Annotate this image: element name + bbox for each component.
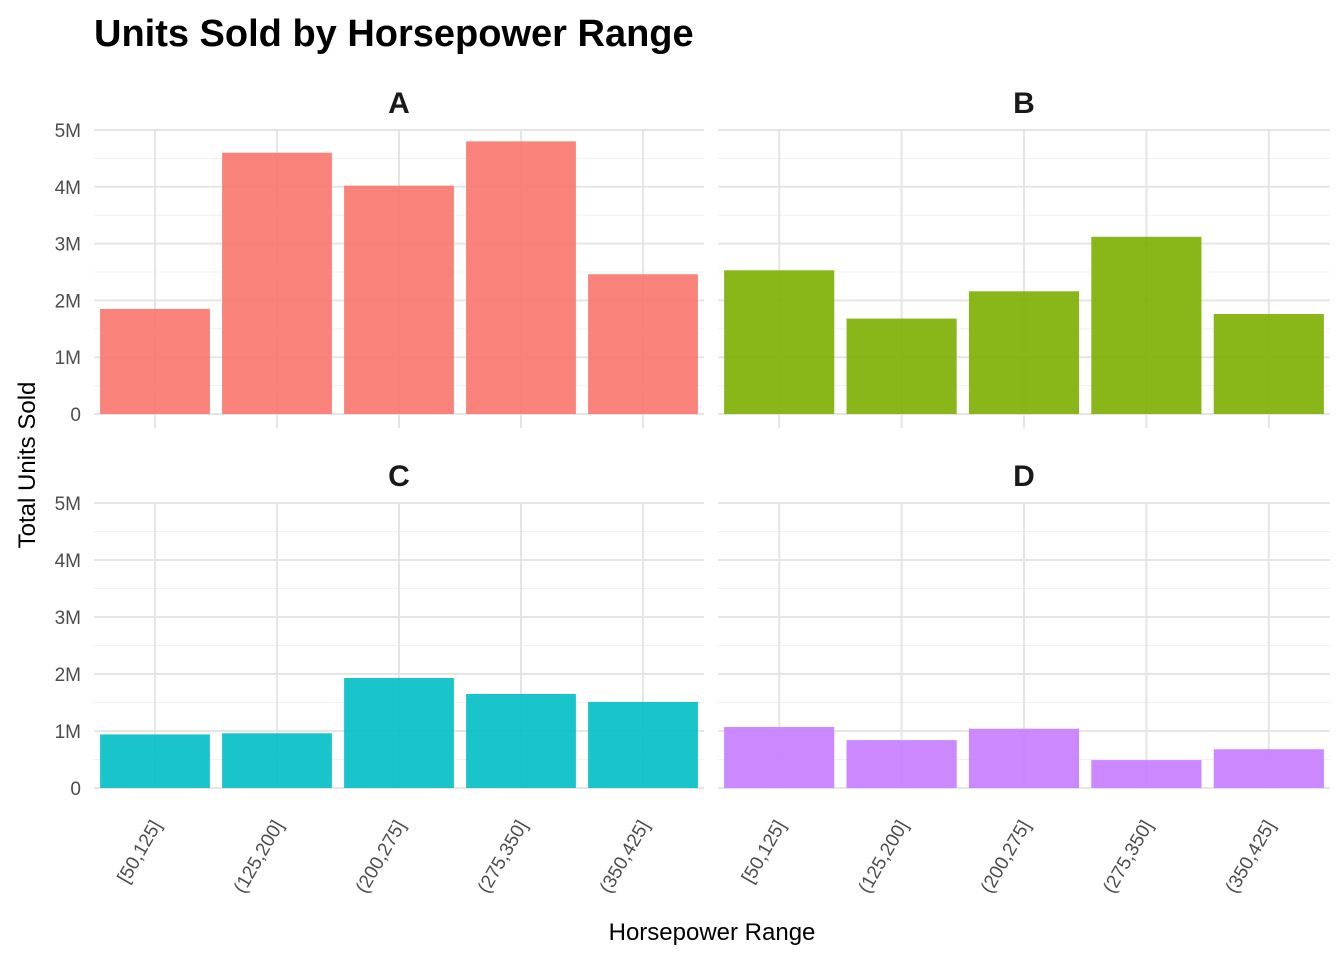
bar-c-2	[344, 677, 454, 788]
bar-a-4	[588, 274, 698, 414]
y-tick-label: 3M	[55, 608, 81, 629]
bar-a-0	[100, 308, 210, 414]
bar-c-0	[100, 734, 210, 788]
y-tick-label: 1M	[55, 722, 81, 743]
bar-d-3	[1091, 760, 1202, 788]
bar-b-4	[1213, 314, 1324, 414]
facet-label-c: C	[388, 460, 410, 493]
bar-a-3	[466, 141, 576, 415]
facet-label-a: A	[388, 87, 410, 120]
x-tick-label: [50,125]	[114, 817, 167, 887]
bar-b-3	[1091, 236, 1202, 414]
bar-d-0	[724, 727, 835, 788]
bar-a-2	[344, 185, 454, 414]
bar-b-1	[846, 318, 957, 414]
chart-title: Units Sold by Horsepower Range	[94, 13, 694, 55]
bar-d-2	[968, 728, 1080, 788]
bar-d-4	[1213, 749, 1324, 788]
facet-panel-d: D [50,125] (125,200] (200,275] (275,350] (350…	[718, 460, 1330, 897]
x-tick-label: (350,425]	[1222, 817, 1280, 897]
bar-c-4	[588, 701, 698, 788]
y-tick-label: 4M	[55, 551, 81, 572]
bar-b-2	[968, 291, 1080, 414]
y-tick-label: 1M	[55, 348, 81, 369]
y-tick-label: 3M	[55, 235, 81, 256]
y-tick-label: 5M	[55, 121, 81, 142]
facet-label-d: D	[1013, 460, 1035, 493]
y-axis-label: Total Units Sold	[14, 382, 41, 549]
y-tick-label: 2M	[55, 291, 81, 312]
x-tick-label: (200,275]	[977, 817, 1035, 897]
x-tick-label: (275,350]	[474, 817, 532, 897]
x-tick-label: (125,200]	[855, 817, 913, 897]
bar-a-1	[222, 152, 332, 414]
x-tick-label: (200,275]	[352, 817, 410, 897]
facet-panel-b: B	[718, 87, 1330, 428]
y-tick-label: 5M	[55, 494, 81, 515]
x-tick-label: [50,125]	[738, 817, 791, 887]
facet-panels: A 0 1M 2M 3M 4M 5M B C 0 1M 2M 3M 4M 5M [50,125] (125,20…	[55, 87, 1330, 897]
y-tick-label: 0	[70, 405, 81, 426]
bar-d-1	[846, 740, 957, 788]
bar-c-1	[222, 733, 332, 788]
x-axis-label: Horsepower Range	[609, 919, 816, 946]
x-tick-label: (275,350]	[1099, 817, 1157, 897]
x-tick-label: (350,425]	[596, 817, 654, 897]
facet-panel-a: A 0 1M 2M 3M 4M 5M	[55, 87, 704, 428]
y-tick-label: 4M	[55, 178, 81, 199]
bar-c-3	[466, 693, 576, 788]
y-tick-label: 2M	[55, 665, 81, 686]
bar-b-0	[724, 270, 835, 414]
facet-label-b: B	[1013, 87, 1035, 120]
y-tick-label: 0	[70, 779, 81, 800]
facet-panel-c: C 0 1M 2M 3M 4M 5M [50,125] (125,200] (200,275] (2…	[55, 460, 704, 897]
x-tick-label: (125,200]	[230, 817, 288, 897]
